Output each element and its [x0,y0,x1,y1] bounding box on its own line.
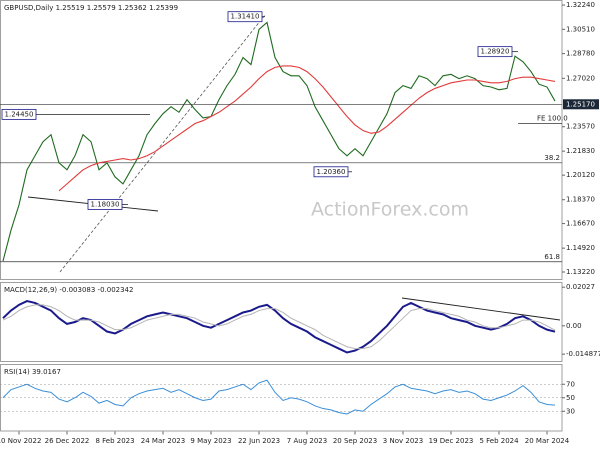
y-tick-label: 30 [566,407,575,415]
annotation-label: 1.24450 [5,110,34,118]
level-label: FE 100.0 [537,115,568,123]
x-tick-label: 20 Sep 2023 [333,437,377,445]
level-label: 61.8 [544,253,560,261]
x-tick-label: 22 Jun 2023 [238,437,280,445]
x-tick-label: 19 Dec 2023 [429,437,474,445]
y-tick-label: 1.27020 [566,74,595,82]
x-tick-label: 9 May 2023 [190,437,231,445]
x-tick-label: 8 Feb 2023 [95,437,134,445]
series-line [58,65,556,192]
series-line [2,21,556,262]
x-tick-label: 10 Nov 2022 [0,437,41,445]
x-tick-label: 7 Aug 2023 [287,437,327,445]
trend-line [401,297,561,321]
last-price-box [563,99,599,110]
panel-title: GBPUSD,Daily 1.25519 1.25579 1.25362 1.2… [4,4,178,12]
y-tick-label: 1.20120 [566,171,595,179]
annotation-box [87,199,123,210]
annotation-box [227,11,263,23]
y-tick-label: 70 [566,380,575,388]
y-tick-label: 50 [566,394,575,402]
y-tick-label: 1.32240 [566,1,595,9]
panel-frame [0,0,563,280]
y-tick-label: 1.28780 [566,50,595,58]
last-price-label: 1.25170 [566,100,595,108]
annotation-box [313,166,349,178]
panel-title: MACD(12,26,9) -0.003083 -0.002342 [4,286,133,294]
x-tick-label: 5 Feb 2024 [479,437,519,445]
x-tick-label: 26 Dec 2022 [45,437,90,445]
series-line [2,304,556,350]
level-label: 38.2 [544,154,560,162]
annotation-label: 1.31410 [231,13,260,21]
annotation-label: 1.20360 [317,168,346,176]
panel-frame [0,282,563,362]
x-tick-label: 3 Nov 2023 [383,437,423,445]
y-tick-label: 1.30510 [566,25,595,33]
series-line [2,299,556,354]
watermark: ActionForex.com [311,199,469,221]
annotation-box [1,108,37,120]
panel-title: RSI(14) 39.0167 [4,368,61,376]
y-tick-label: 1.13220 [566,268,595,276]
y-tick-label: 1.16670 [566,220,595,228]
y-tick-label: 0.02027 [566,283,595,291]
y-tick-label: 0.00 [566,322,582,330]
y-tick-label: -0.014877 [566,350,600,358]
y-tick-label: 1.14920 [566,244,595,252]
trend-line [59,14,266,273]
y-tick-label: 1.18370 [566,196,595,204]
annotation-label: 1.28920 [481,48,510,56]
x-tick-label: 24 Mar 2023 [141,437,185,445]
series-line [2,379,556,415]
annotation-box [477,46,513,58]
x-tick-label: 20 Mar 2024 [525,437,570,445]
y-tick-label: 1.23570 [566,123,595,131]
annotation-label: 1.18030 [91,200,120,208]
y-tick-label: 1.21830 [566,147,595,155]
